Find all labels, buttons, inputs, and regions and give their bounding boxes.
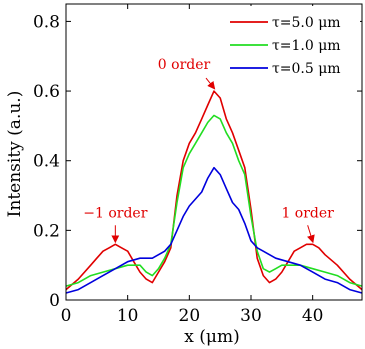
x-tick-label: 0 <box>61 306 72 326</box>
x-axis-label: x (μm) <box>184 327 239 347</box>
series-line-1 <box>65 90 363 291</box>
legend-box <box>222 6 360 82</box>
annotation-label-1: 0 order <box>158 57 211 73</box>
y-tick-label: 0 <box>49 291 60 311</box>
series-lines <box>65 90 363 294</box>
y-tick-label: 0.2 <box>33 221 60 241</box>
y-axis-label: Intensity (a.u.) <box>5 91 25 218</box>
tick-labels: 0 10 20 30 40 0 0.2 0.4 0.6 0.8 <box>33 12 324 326</box>
legend-label-1: τ=5.0 μm <box>272 15 341 31</box>
x-tick-label: 40 <box>302 306 324 326</box>
series-line-2 <box>65 114 363 287</box>
annotation-arrow-3 <box>307 225 315 244</box>
annotation-label-2: −1 order <box>83 205 147 221</box>
legend-label-3: τ=0.5 μm <box>272 61 341 77</box>
annotation-label-3: 1 order <box>281 205 334 221</box>
x-tick-label: 10 <box>117 306 139 326</box>
y-tick-label: 0.8 <box>33 12 60 32</box>
annotations: 0 order −1 order 1 order <box>83 57 334 244</box>
legend: τ=5.0 μm τ=1.0 μm τ=0.5 μm <box>222 6 360 82</box>
series-line-3 <box>65 166 363 294</box>
y-tick-label: 0.4 <box>33 152 60 172</box>
plot-frame <box>65 3 363 301</box>
x-tick-label: 30 <box>240 306 262 326</box>
y-tick-label: 0.6 <box>33 82 60 102</box>
x-tick-label: 20 <box>179 306 201 326</box>
legend-label-2: τ=1.0 μm <box>272 38 341 54</box>
annotation-arrow-1 <box>205 77 216 90</box>
